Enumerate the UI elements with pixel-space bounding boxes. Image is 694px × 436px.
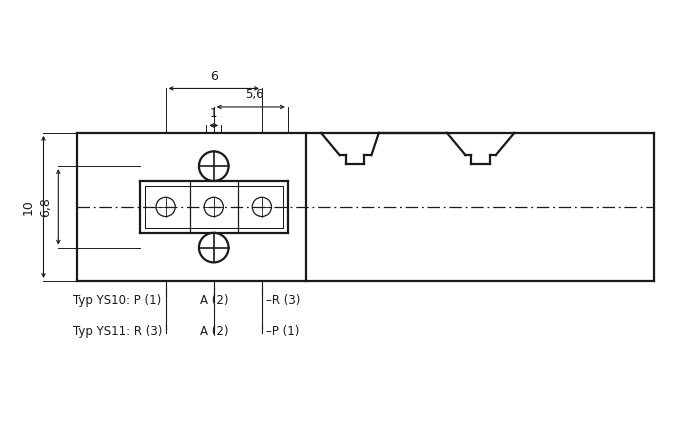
Text: –R (3): –R (3) [266,294,300,307]
Text: 1: 1 [210,106,217,119]
Text: A (2): A (2) [199,294,228,307]
Text: –P (1): –P (1) [266,325,299,338]
Text: 6: 6 [210,69,218,82]
Text: Typ YS10: P (1): Typ YS10: P (1) [73,294,161,307]
Text: 6,8: 6,8 [40,197,52,217]
Text: 5,6: 5,6 [245,88,264,101]
Text: Typ YS11: R (3): Typ YS11: R (3) [73,325,162,338]
Text: A (2): A (2) [199,325,228,338]
Text: 10: 10 [22,199,35,215]
